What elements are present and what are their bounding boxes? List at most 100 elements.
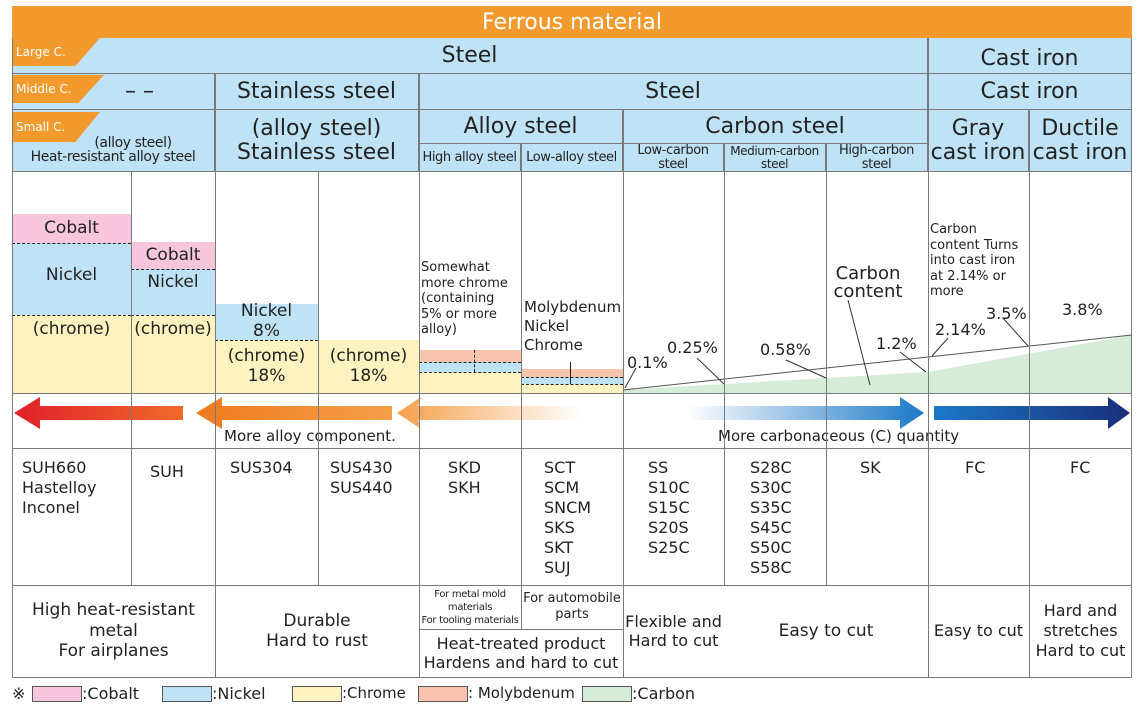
subcat-low-alloy: Low-alloy steel xyxy=(521,144,623,172)
use-flexible-line1: Flexible and xyxy=(625,611,722,631)
cobalt-block-2: Cobalt xyxy=(131,242,215,269)
use-stainless-line2: Hard to rust xyxy=(266,631,368,651)
legend-carbon-swatch xyxy=(582,686,632,702)
pct-0-58-text: 0.58% xyxy=(760,340,811,359)
grid-v-5 xyxy=(521,144,522,629)
codes-medium-carbon: S28C S30C S35C S45C S50C S58C xyxy=(750,458,792,578)
mo-nickel-text: Nickel xyxy=(524,316,570,335)
large-c-text: Large C. xyxy=(16,45,66,59)
pointer-0-1 xyxy=(624,367,637,389)
chrome-label-sus430: (chrome) xyxy=(329,345,408,366)
grid-h-heattreated xyxy=(419,629,623,630)
code-item: FC xyxy=(1070,458,1091,477)
code-item: SKH xyxy=(448,478,481,497)
small-gray-header: Gray cast iron xyxy=(928,110,1029,172)
low-alloy-labels: Molybdenum Nickel Chrome xyxy=(524,298,621,354)
title-bar: Ferrous material xyxy=(12,6,1132,38)
middle-castiron-label: Cast iron xyxy=(980,78,1079,104)
nickel-8-label: Nickel xyxy=(240,301,293,322)
chrome-block-2: (chrome) xyxy=(131,315,215,393)
somewhat-chrome-note: Somewhat more chrome (containing 5% or m… xyxy=(421,260,519,338)
nickel-block-2: Nickel xyxy=(131,269,215,315)
legend-nickel-swatch xyxy=(162,686,212,702)
legend-chrome-text: :Chrome xyxy=(342,684,406,702)
middle-stainless-label: Stainless steel xyxy=(237,78,396,104)
code-item: S20S xyxy=(648,518,689,537)
small-alloy-label: Alloy steel xyxy=(463,113,578,139)
carbon-content-note: Carbon content xyxy=(828,265,908,301)
code-item: S25C xyxy=(648,538,690,557)
code-item: SCM xyxy=(544,478,580,497)
use-auto: For automobile parts xyxy=(521,586,623,628)
high-alloy-marker xyxy=(474,350,475,372)
code-item: Hastelloy xyxy=(22,478,97,497)
chrome-block-low xyxy=(521,384,623,393)
mo-chrome-text: Chrome xyxy=(524,335,583,354)
legend-chrome: :Chrome xyxy=(342,684,406,702)
grid-h-uses xyxy=(12,585,1132,586)
grid-v-1 xyxy=(131,172,132,585)
legend-molybdenum: : Molybdenum xyxy=(468,684,575,702)
legend-mark-text: ※ xyxy=(12,684,26,703)
low-alloy-marker xyxy=(570,362,571,384)
legend-mark: ※ xyxy=(12,684,25,703)
small-gray-line1: Gray xyxy=(951,116,1005,142)
legend-cobalt-text: :Cobalt xyxy=(82,684,140,703)
grid-h-arrows xyxy=(12,448,1132,449)
large-steel-header: Steel xyxy=(12,38,928,74)
use-heat-treated-line1: Heat-treated product xyxy=(436,633,606,653)
small-carbon-label: Carbon steel xyxy=(705,113,845,139)
pct-2-14: 2.14% xyxy=(935,320,986,339)
cobalt-block-1: Cobalt xyxy=(12,214,131,243)
chrome-block-high xyxy=(419,372,521,393)
code-item: S15C xyxy=(648,498,690,517)
pct-2-14-text: 2.14% xyxy=(935,320,986,339)
molybdenum-text: Molybdenum xyxy=(524,298,622,316)
middle-steel-header: Steel xyxy=(419,74,928,110)
small-c-text: Small C. xyxy=(16,120,66,134)
subcat-low-carbon-label: Low-carbon steel xyxy=(637,142,709,172)
grid-v-4 xyxy=(419,74,420,677)
nickel-label-1: Nickel xyxy=(45,265,98,285)
pointer-1-2 xyxy=(899,351,927,373)
pointer-3-5 xyxy=(1002,317,1029,347)
large-castiron-label: Cast iron xyxy=(980,45,1079,71)
use-flexible-line2: Hard to cut xyxy=(628,631,719,650)
legend-carbon: :Carbon xyxy=(632,684,695,703)
codes-low-alloy: SCT SCM SNCM SKS SKT SUJ xyxy=(544,458,591,578)
pointer-0-58 xyxy=(785,359,827,379)
nickel-label-2: Nickel xyxy=(147,272,199,292)
carbon-content-text: Carbon content xyxy=(833,263,903,302)
molybdenum-block-low xyxy=(521,369,623,377)
use-flexible: Flexible and Hard to cut xyxy=(623,585,724,677)
legend-chrome-swatch xyxy=(292,686,342,702)
middle-castiron-header: Cast iron xyxy=(928,74,1132,110)
legend-cobalt-swatch xyxy=(32,686,82,702)
pct-0-25: 0.25% xyxy=(667,338,718,357)
code-item: S30C xyxy=(750,478,792,497)
small-heat-line2: Heat-resistant alloy steel xyxy=(30,149,196,166)
code-item: SCT xyxy=(544,458,576,477)
grid-v-8 xyxy=(826,144,827,585)
code-item: SS xyxy=(648,458,669,477)
subcat-high-alloy-label: High alloy steel xyxy=(422,149,517,165)
subcat-low-carbon: Low-carbon steel xyxy=(623,142,724,172)
chrome-pct-sus304: 18% xyxy=(247,366,286,386)
pct-0-1-text: 0.1% xyxy=(627,353,668,372)
use-mold-line1: For metal mold materials xyxy=(434,588,506,613)
pct-1-2-text: 1.2% xyxy=(876,334,917,353)
code-item: SUS304 xyxy=(230,458,293,477)
use-heat-treated: Heat-treated product Hardens and hard to… xyxy=(419,629,623,677)
large-castiron-header: Cast iron xyxy=(928,38,1132,74)
use-hard-line2: stretches xyxy=(1043,621,1118,640)
use-auto-line1: For automobile xyxy=(523,591,621,607)
code-item: SUS440 xyxy=(330,478,393,497)
subcat-high-alloy: High alloy steel xyxy=(419,144,521,172)
subcat-high-carbon-label: High-carbon steel xyxy=(838,142,915,172)
small-ductile-line2: cast iron xyxy=(1032,139,1128,165)
use-easy: Easy to cut xyxy=(724,585,928,677)
code-item: S35C xyxy=(750,498,792,517)
nickel-block-sus304: Nickel 8% xyxy=(215,301,318,341)
use-hard: Hard and stretches Hard to cut xyxy=(1029,585,1132,677)
